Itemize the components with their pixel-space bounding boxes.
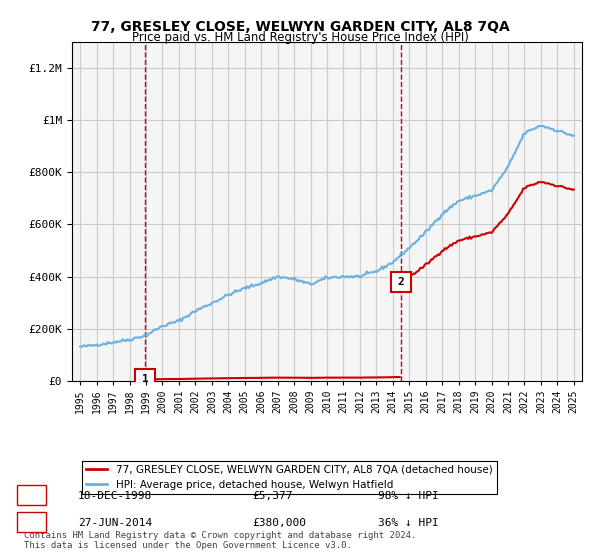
Text: 1: 1 [28, 491, 35, 501]
Text: 98% ↓ HPI: 98% ↓ HPI [378, 491, 439, 501]
Text: 2: 2 [397, 277, 404, 287]
Text: £5,377: £5,377 [252, 491, 293, 501]
Legend: 77, GRESLEY CLOSE, WELWYN GARDEN CITY, AL8 7QA (detached house), HPI: Average pr: 77, GRESLEY CLOSE, WELWYN GARDEN CITY, A… [82, 460, 497, 494]
Text: £380,000: £380,000 [252, 518, 306, 528]
Text: 18-DEC-1998: 18-DEC-1998 [78, 491, 152, 501]
Text: 77, GRESLEY CLOSE, WELWYN GARDEN CITY, AL8 7QA: 77, GRESLEY CLOSE, WELWYN GARDEN CITY, A… [91, 20, 509, 34]
Text: 36% ↓ HPI: 36% ↓ HPI [378, 518, 439, 528]
Text: Contains HM Land Registry data © Crown copyright and database right 2024.
This d: Contains HM Land Registry data © Crown c… [24, 530, 416, 550]
Text: Price paid vs. HM Land Registry's House Price Index (HPI): Price paid vs. HM Land Registry's House … [131, 31, 469, 44]
Text: 2: 2 [28, 518, 35, 528]
Text: 1: 1 [142, 375, 149, 384]
Text: 27-JUN-2014: 27-JUN-2014 [78, 518, 152, 528]
